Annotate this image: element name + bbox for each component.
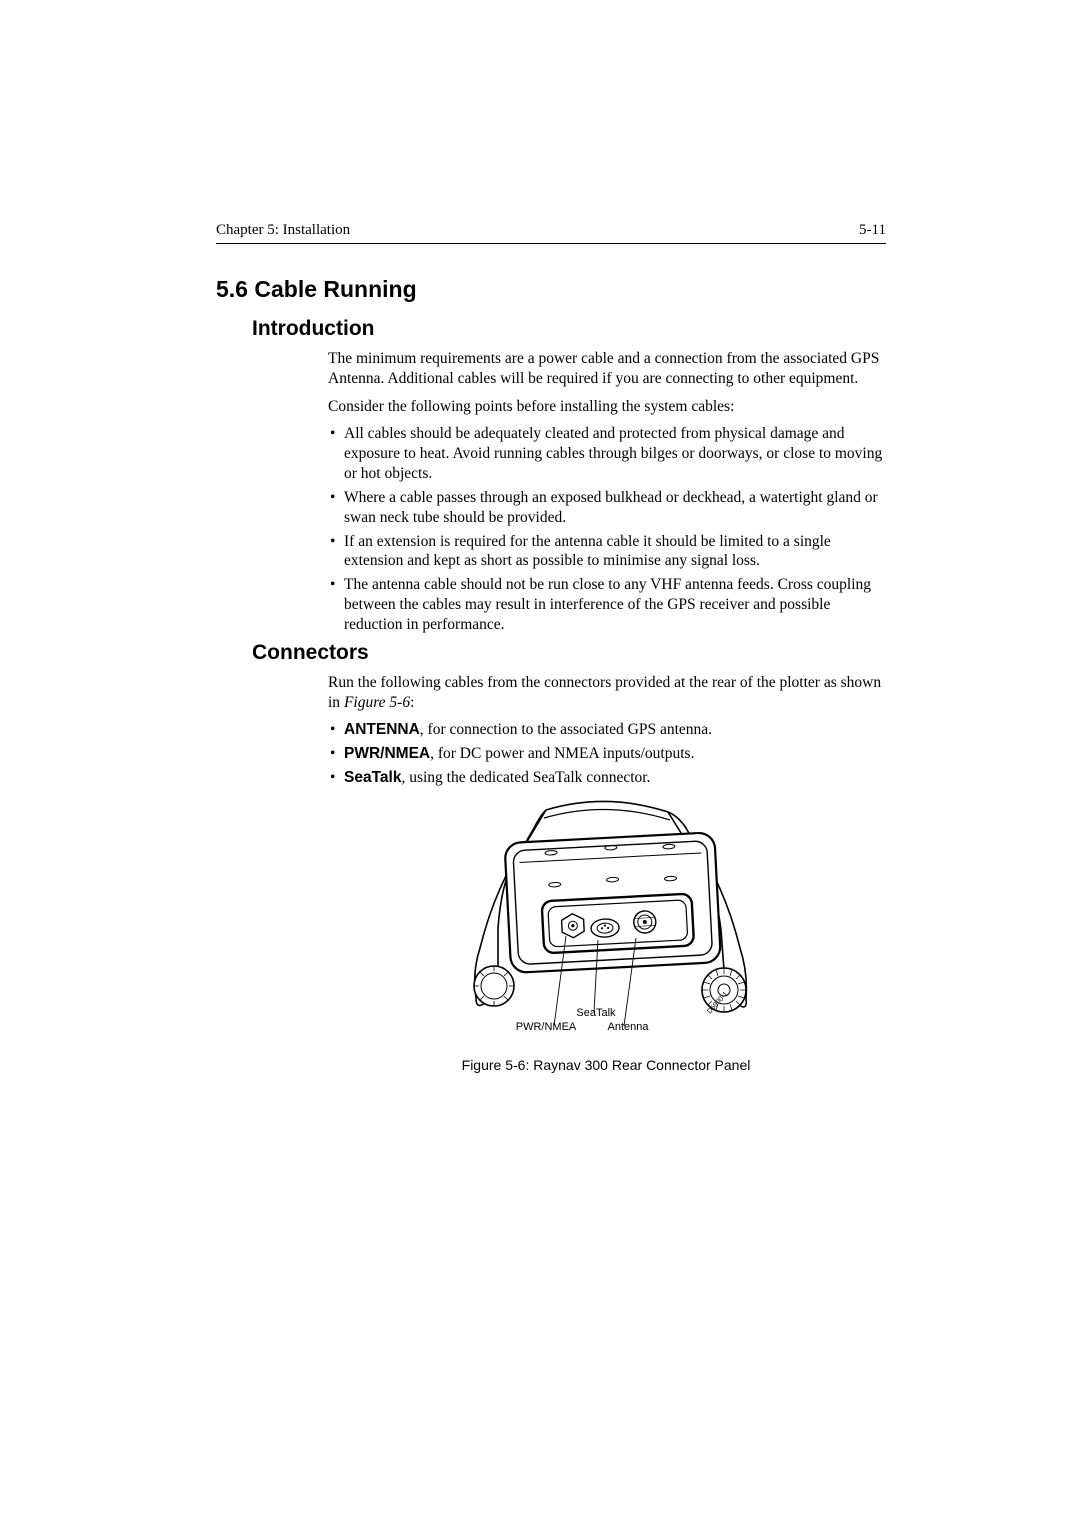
connectors-heading: Connectors <box>252 641 886 665</box>
intro-heading: Introduction <box>252 317 886 341</box>
connector-term: SeaTalk <box>344 769 401 786</box>
figure-reference: Figure 5-6 <box>344 694 410 711</box>
connector-desc: , for DC power and NMEA inputs/outputs. <box>430 745 694 762</box>
list-item: SeaTalk, using the dedicated SeaTalk con… <box>328 768 884 788</box>
knob-left-icon <box>474 966 514 1006</box>
intro-bullet-list: All cables should be adequately cleated … <box>328 424 884 634</box>
connector-term: ANTENNA <box>344 721 420 738</box>
figure-5-6: SeaTalk PWR/NMEA Antenna D5900-1 Figure … <box>328 798 884 1073</box>
label-antenna: Antenna <box>608 1021 650 1033</box>
text-run: : <box>410 694 414 711</box>
figure-caption: Figure 5-6: Raynav 300 Rear Connector Pa… <box>328 1057 884 1073</box>
list-item: All cables should be adequately cleated … <box>328 424 884 483</box>
intro-para-2: Consider the following points before ins… <box>328 397 884 417</box>
knob-right-icon <box>702 968 746 1012</box>
intro-para-1: The minimum requirements are a power cab… <box>328 349 884 389</box>
list-item: The antenna cable should not be run clos… <box>328 575 884 634</box>
running-header: Chapter 5: Installation 5-11 <box>216 222 886 244</box>
connector-term: PWR/NMEA <box>344 745 430 762</box>
intro-body: The minimum requirements are a power cab… <box>328 349 884 635</box>
list-item: If an extension is required for the ante… <box>328 532 884 572</box>
connector-desc: , using the dedicated SeaTalk connector. <box>401 769 650 786</box>
connectors-bullet-list: ANTENNA, for connection to the associate… <box>328 720 884 787</box>
label-seatalk: SeaTalk <box>576 1007 616 1019</box>
list-item: ANTENNA, for connection to the associate… <box>328 720 884 740</box>
header-left: Chapter 5: Installation <box>216 222 350 239</box>
list-item: Where a cable passes through an exposed … <box>328 488 884 528</box>
header-right: 5-11 <box>859 222 886 239</box>
section-title: 5.6 Cable Running <box>216 276 886 303</box>
connector-panel-illustration: SeaTalk PWR/NMEA Antenna D5900-1 <box>446 798 766 1048</box>
connectors-body: Run the following cables from the connec… <box>328 673 884 788</box>
list-item: PWR/NMEA, for DC power and NMEA inputs/o… <box>328 744 884 764</box>
label-pwrnmea: PWR/NMEA <box>516 1021 577 1033</box>
connectors-para-1: Run the following cables from the connec… <box>328 673 884 713</box>
connector-desc: , for connection to the associated GPS a… <box>420 721 712 738</box>
